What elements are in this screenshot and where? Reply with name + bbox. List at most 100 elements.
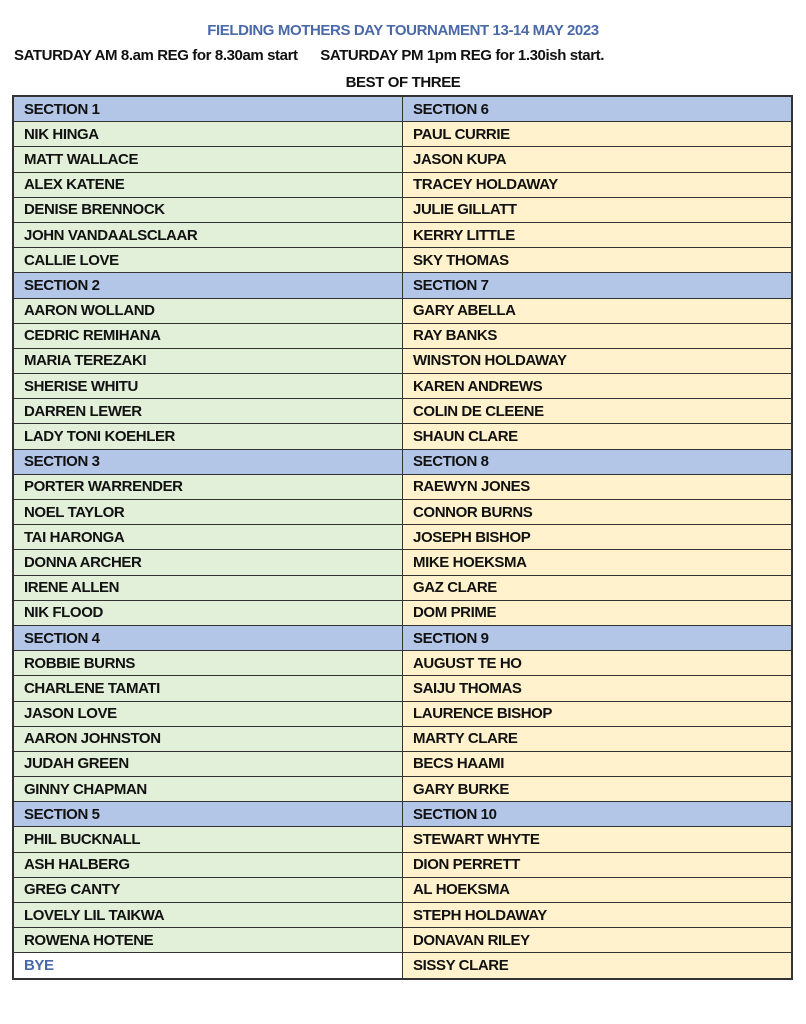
section-label: SECTION 4 bbox=[12, 624, 403, 652]
player-name: SKY THOMAS bbox=[402, 247, 793, 274]
table-row: NOEL TAYLOR CONNOR BURNS bbox=[12, 498, 793, 526]
section-label: SECTION 7 bbox=[402, 272, 793, 299]
document-title: FIELDING MOTHERS DAY TOURNAMENT 13-14 MA… bbox=[207, 22, 599, 39]
section-label: SECTION 8 bbox=[402, 448, 793, 475]
player-name: LOVELY LIL TAIKWA bbox=[12, 901, 403, 929]
table-row: PHIL BUCKNALL STEWART WHYTE bbox=[12, 826, 793, 853]
section-label: SECTION 1 bbox=[12, 95, 403, 123]
section-header-row: SECTION 2 SECTION 7 bbox=[12, 272, 793, 299]
player-name: GAZ CLARE bbox=[402, 574, 793, 601]
player-name: JUDAH GREEN bbox=[12, 750, 403, 778]
player-name: LADY TONI KOEHLER bbox=[12, 423, 403, 450]
table-row: SHERISE WHITU KAREN ANDREWS bbox=[12, 373, 793, 400]
player-name: STEPH HOLDAWAY bbox=[402, 901, 793, 929]
section-header-row: SECTION 5 SECTION 10 bbox=[12, 801, 793, 828]
player-name: DARREN LEWER bbox=[12, 398, 403, 425]
player-name: ASH HALBERG bbox=[12, 851, 403, 878]
player-name: GARY ABELLA bbox=[402, 297, 793, 324]
player-name: CONNOR BURNS bbox=[402, 498, 793, 526]
player-name: IRENE ALLEN bbox=[12, 574, 403, 601]
schedule-am: SATURDAY AM 8.am REG for 8.30am start bbox=[14, 47, 298, 64]
player-name: KAREN ANDREWS bbox=[402, 373, 793, 400]
table-row: MARIA TEREZAKI WINSTON HOLDAWAY bbox=[12, 347, 793, 375]
player-name: AUGUST TE HO bbox=[402, 650, 793, 677]
table-row: DONNA ARCHER MIKE HOEKSMA bbox=[12, 549, 793, 576]
player-name: DONAVAN RILEY bbox=[402, 927, 793, 954]
section-header-row: SECTION 1 SECTION 6 bbox=[12, 95, 793, 123]
player-name: GARY BURKE bbox=[402, 776, 793, 803]
player-name: DION PERRETT bbox=[402, 851, 793, 878]
player-name: PHIL BUCKNALL bbox=[12, 826, 403, 853]
player-name: DENISE BRENNOCK bbox=[12, 196, 403, 223]
table-row: ASH HALBERG DION PERRETT bbox=[12, 851, 793, 878]
schedule-pm: SATURDAY PM 1pm REG for 1.30ish start. bbox=[320, 47, 605, 64]
section-label: SECTION 6 bbox=[402, 95, 793, 123]
player-name: BECS HAAMI bbox=[402, 750, 793, 778]
table-row: ROBBIE BURNS AUGUST TE HO bbox=[12, 650, 793, 677]
table-row: TAI HARONGA JOSEPH BISHOP bbox=[12, 524, 793, 551]
player-name: SHERISE WHITU bbox=[12, 373, 403, 400]
player-name: MIKE HOEKSMA bbox=[402, 549, 793, 576]
player-name: CHARLENE TAMATI bbox=[12, 675, 403, 702]
table-row: AARON WOLLAND GARY ABELLA bbox=[12, 297, 793, 324]
player-name: NIK HINGA bbox=[12, 121, 403, 148]
player-name: NIK FLOOD bbox=[12, 599, 403, 626]
player-name: COLIN DE CLEENE bbox=[402, 398, 793, 425]
table-row: DARREN LEWER COLIN DE CLEENE bbox=[12, 398, 793, 425]
table-row: NIK FLOOD DOM PRIME bbox=[12, 599, 793, 626]
player-name: DONNA ARCHER bbox=[12, 549, 403, 576]
bye-cell: BYE bbox=[12, 952, 403, 980]
table-row: ALEX KATENE TRACEY HOLDAWAY bbox=[12, 171, 793, 198]
table-row: LOVELY LIL TAIKWA STEPH HOLDAWAY bbox=[12, 901, 793, 929]
player-name: CEDRIC REMIHANA bbox=[12, 322, 403, 349]
player-name: ROBBIE BURNS bbox=[12, 650, 403, 677]
table-row: JASON LOVE LAURENCE BISHOP bbox=[12, 700, 793, 727]
section-label: SECTION 2 bbox=[12, 272, 403, 299]
player-name: AL HOEKSMA bbox=[402, 876, 793, 904]
player-name: SHAUN CLARE bbox=[402, 423, 793, 450]
player-name: JOHN VANDAALSCLAAR bbox=[12, 221, 403, 249]
table-row: NIK HINGA PAUL CURRIE bbox=[12, 121, 793, 148]
player-name: AARON JOHNSTON bbox=[12, 725, 403, 752]
table-row: IRENE ALLEN GAZ CLARE bbox=[12, 574, 793, 601]
table-row: GREG CANTY AL HOEKSMA bbox=[12, 876, 793, 904]
player-name: WINSTON HOLDAWAY bbox=[402, 347, 793, 375]
player-name: RAEWYN JONES bbox=[402, 473, 793, 501]
section-label: SECTION 9 bbox=[402, 624, 793, 652]
section-label: SECTION 3 bbox=[12, 448, 403, 475]
table-row: GINNY CHAPMAN GARY BURKE bbox=[12, 776, 793, 803]
table-row: CALLIE LOVE SKY THOMAS bbox=[12, 247, 793, 274]
player-name: ALEX KATENE bbox=[12, 171, 403, 198]
player-name: LAURENCE BISHOP bbox=[402, 700, 793, 727]
table-row: JUDAH GREEN BECS HAAMI bbox=[12, 750, 793, 778]
table-row: LADY TONI KOEHLER SHAUN CLARE bbox=[12, 423, 793, 450]
player-name: ROWENA HOTENE bbox=[12, 927, 403, 954]
player-name: PAUL CURRIE bbox=[402, 121, 793, 148]
table-row: ROWENA HOTENE DONAVAN RILEY bbox=[12, 927, 793, 954]
section-header-row: SECTION 4 SECTION 9 bbox=[12, 624, 793, 652]
table-row: BYE SISSY CLARE bbox=[12, 952, 793, 980]
section-header-row: SECTION 3 SECTION 8 bbox=[12, 448, 793, 475]
player-name: MATT WALLACE bbox=[12, 146, 403, 173]
schedule-line: SATURDAY AM 8.am REG for 8.30am start SA… bbox=[14, 47, 794, 64]
sections-table: SECTION 1 SECTION 6 NIK HINGA PAUL CURRIE MA… bbox=[12, 95, 793, 980]
player-name: JASON LOVE bbox=[12, 700, 403, 727]
player-name: STEWART WHYTE bbox=[402, 826, 793, 853]
table-row: JOHN VANDAALSCLAAR KERRY LITTLE bbox=[12, 221, 793, 249]
player-name: AARON WOLLAND bbox=[12, 297, 403, 324]
player-name: TRACEY HOLDAWAY bbox=[402, 171, 793, 198]
match-format: BEST OF THREE bbox=[345, 74, 461, 91]
player-name: GREG CANTY bbox=[12, 876, 403, 904]
player-name: DOM PRIME bbox=[402, 599, 793, 626]
section-label: SECTION 10 bbox=[402, 801, 793, 828]
player-name: MARIA TEREZAKI bbox=[12, 347, 403, 375]
player-name: PORTER WARRENDER bbox=[12, 473, 403, 501]
player-name: SISSY CLARE bbox=[402, 952, 793, 980]
table-row: DENISE BRENNOCK JULIE GILLATT bbox=[12, 196, 793, 223]
player-name: JULIE GILLATT bbox=[402, 196, 793, 223]
player-name: JASON KUPA bbox=[402, 146, 793, 173]
table-row: MATT WALLACE JASON KUPA bbox=[12, 146, 793, 173]
player-name: RAY BANKS bbox=[402, 322, 793, 349]
player-name: TAI HARONGA bbox=[12, 524, 403, 551]
player-name: MARTY CLARE bbox=[402, 725, 793, 752]
